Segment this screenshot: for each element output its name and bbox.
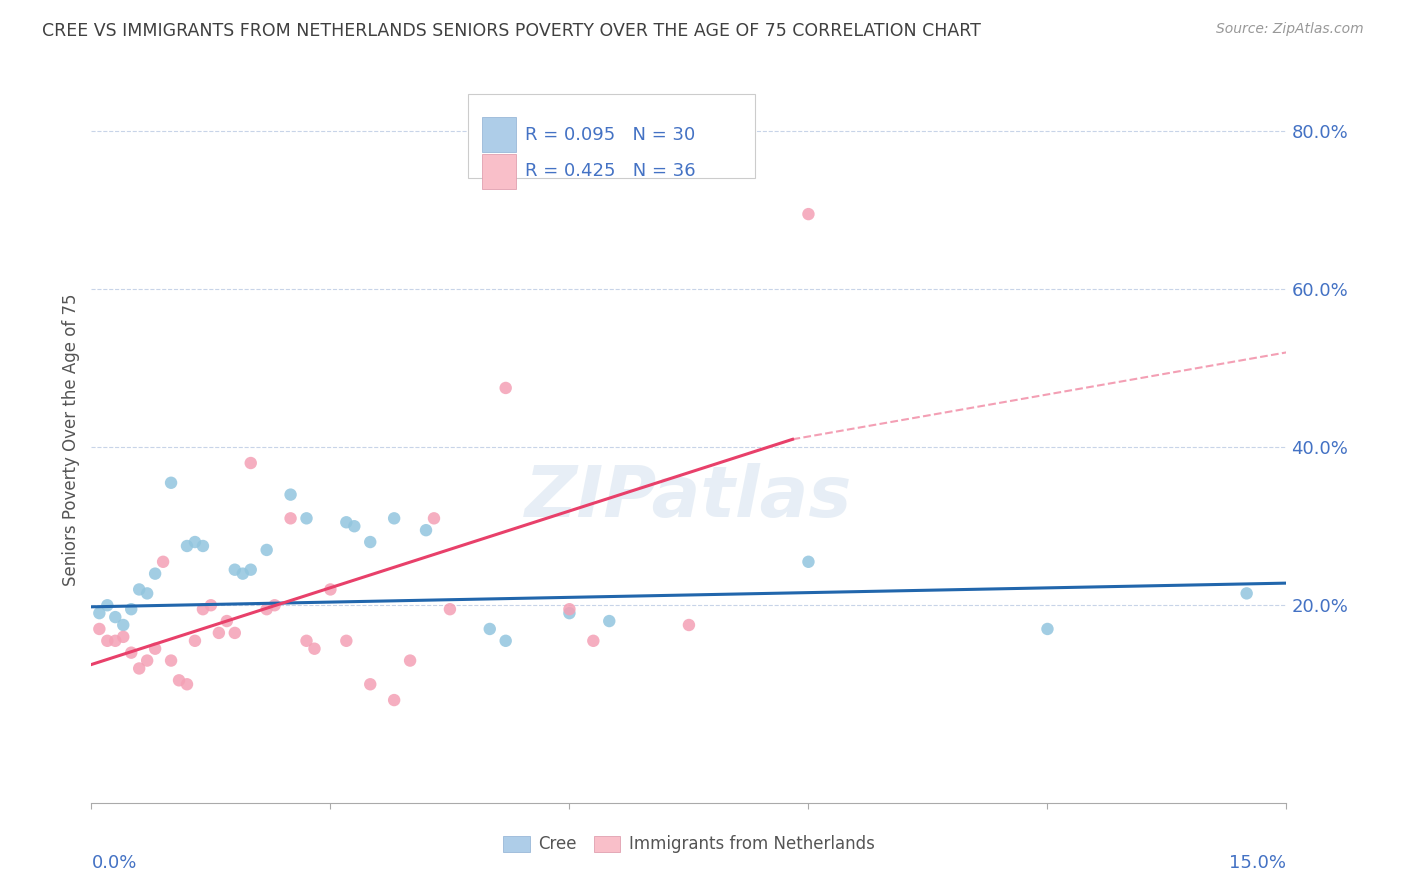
Point	[89, 606, 111, 620]
Point	[160, 654, 183, 668]
Point	[558, 602, 581, 616]
Point	[478, 622, 501, 636]
Point	[495, 633, 517, 648]
Text: CREE VS IMMIGRANTS FROM NETHERLANDS SENIORS POVERTY OVER THE AGE OF 75 CORRELATI: CREE VS IMMIGRANTS FROM NETHERLANDS SENI…	[42, 22, 981, 40]
Point	[176, 539, 198, 553]
Point	[239, 563, 262, 577]
Point	[120, 602, 142, 616]
Point	[582, 633, 605, 648]
Legend: Cree, Immigrants from Netherlands: Cree, Immigrants from Netherlands	[496, 829, 882, 860]
Text: R = 0.425   N = 36: R = 0.425 N = 36	[526, 162, 696, 180]
Point	[423, 511, 446, 525]
Point	[104, 633, 127, 648]
Point	[1236, 586, 1258, 600]
Point	[797, 555, 820, 569]
Point	[263, 599, 285, 613]
Point	[208, 626, 231, 640]
Point	[558, 606, 581, 620]
Point	[239, 456, 262, 470]
Point	[112, 618, 135, 632]
Point	[160, 475, 183, 490]
Point	[112, 630, 135, 644]
Text: ZIPatlas: ZIPatlas	[526, 463, 852, 532]
Point	[335, 633, 357, 648]
Point	[128, 582, 150, 597]
Y-axis label: Seniors Poverty Over the Age of 75: Seniors Poverty Over the Age of 75	[62, 293, 80, 585]
Point	[256, 543, 278, 558]
Point	[143, 566, 166, 581]
Point	[224, 563, 246, 577]
Point	[167, 673, 190, 688]
Point	[120, 646, 142, 660]
Text: R = 0.095   N = 30: R = 0.095 N = 30	[526, 126, 696, 144]
Point	[359, 535, 381, 549]
Point	[797, 207, 820, 221]
Point	[280, 488, 302, 502]
Point	[136, 654, 159, 668]
Point	[176, 677, 198, 691]
Point	[224, 626, 246, 640]
Point	[335, 516, 357, 530]
Point	[1036, 622, 1059, 636]
Point	[359, 677, 381, 691]
Point	[96, 599, 118, 613]
Point	[319, 582, 342, 597]
Point	[200, 599, 222, 613]
Point	[152, 555, 174, 569]
Point	[598, 614, 620, 628]
Point	[295, 511, 318, 525]
Point	[304, 641, 326, 656]
Point	[89, 622, 111, 636]
Point	[184, 633, 207, 648]
Point	[439, 602, 461, 616]
Point	[399, 654, 422, 668]
Point	[96, 633, 118, 648]
Point	[382, 693, 405, 707]
Point	[191, 539, 214, 553]
Point	[143, 641, 166, 656]
FancyBboxPatch shape	[482, 117, 516, 153]
Text: 15.0%: 15.0%	[1229, 855, 1286, 872]
Point	[495, 381, 517, 395]
Point	[215, 614, 238, 628]
Point	[382, 511, 405, 525]
FancyBboxPatch shape	[468, 94, 755, 178]
Point	[415, 523, 437, 537]
Point	[128, 661, 150, 675]
Point	[280, 511, 302, 525]
Text: Source: ZipAtlas.com: Source: ZipAtlas.com	[1216, 22, 1364, 37]
Point	[678, 618, 700, 632]
Point	[191, 602, 214, 616]
Text: 0.0%: 0.0%	[91, 855, 136, 872]
Point	[343, 519, 366, 533]
Point	[184, 535, 207, 549]
Point	[295, 633, 318, 648]
Point	[232, 566, 254, 581]
Point	[136, 586, 159, 600]
Point	[104, 610, 127, 624]
Point	[256, 602, 278, 616]
FancyBboxPatch shape	[482, 153, 516, 188]
